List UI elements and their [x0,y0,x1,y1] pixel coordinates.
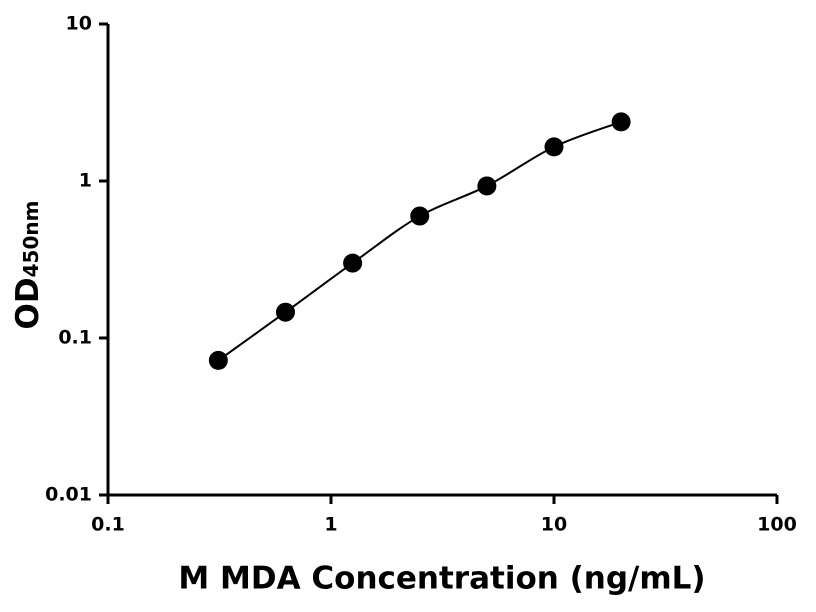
data-point [544,137,564,157]
y-tick-label: 0.01 [45,484,92,506]
x-tick-label: 10 [541,514,567,536]
y-axis-label-main: OD [10,277,46,329]
data-point [611,112,631,132]
x-axis-label: M MDA Concentration (ng/mL) [178,561,705,597]
x-tick-label: 0.1 [91,514,125,536]
data-point [208,350,228,370]
y-tick-label: 0.1 [58,327,92,349]
fit-line [217,120,622,362]
x-tick-label: 100 [757,514,797,536]
data-point [410,206,430,226]
y-tick-label: 1 [79,170,92,192]
y-axis-label-sub: 450nm [19,201,43,278]
y-tick-label: 10 [66,13,92,35]
data-point [275,302,295,322]
data-point [343,253,363,273]
x-tick-label: 1 [324,514,337,536]
data-point [477,176,497,196]
y-axis-label: OD450nm [10,201,46,330]
